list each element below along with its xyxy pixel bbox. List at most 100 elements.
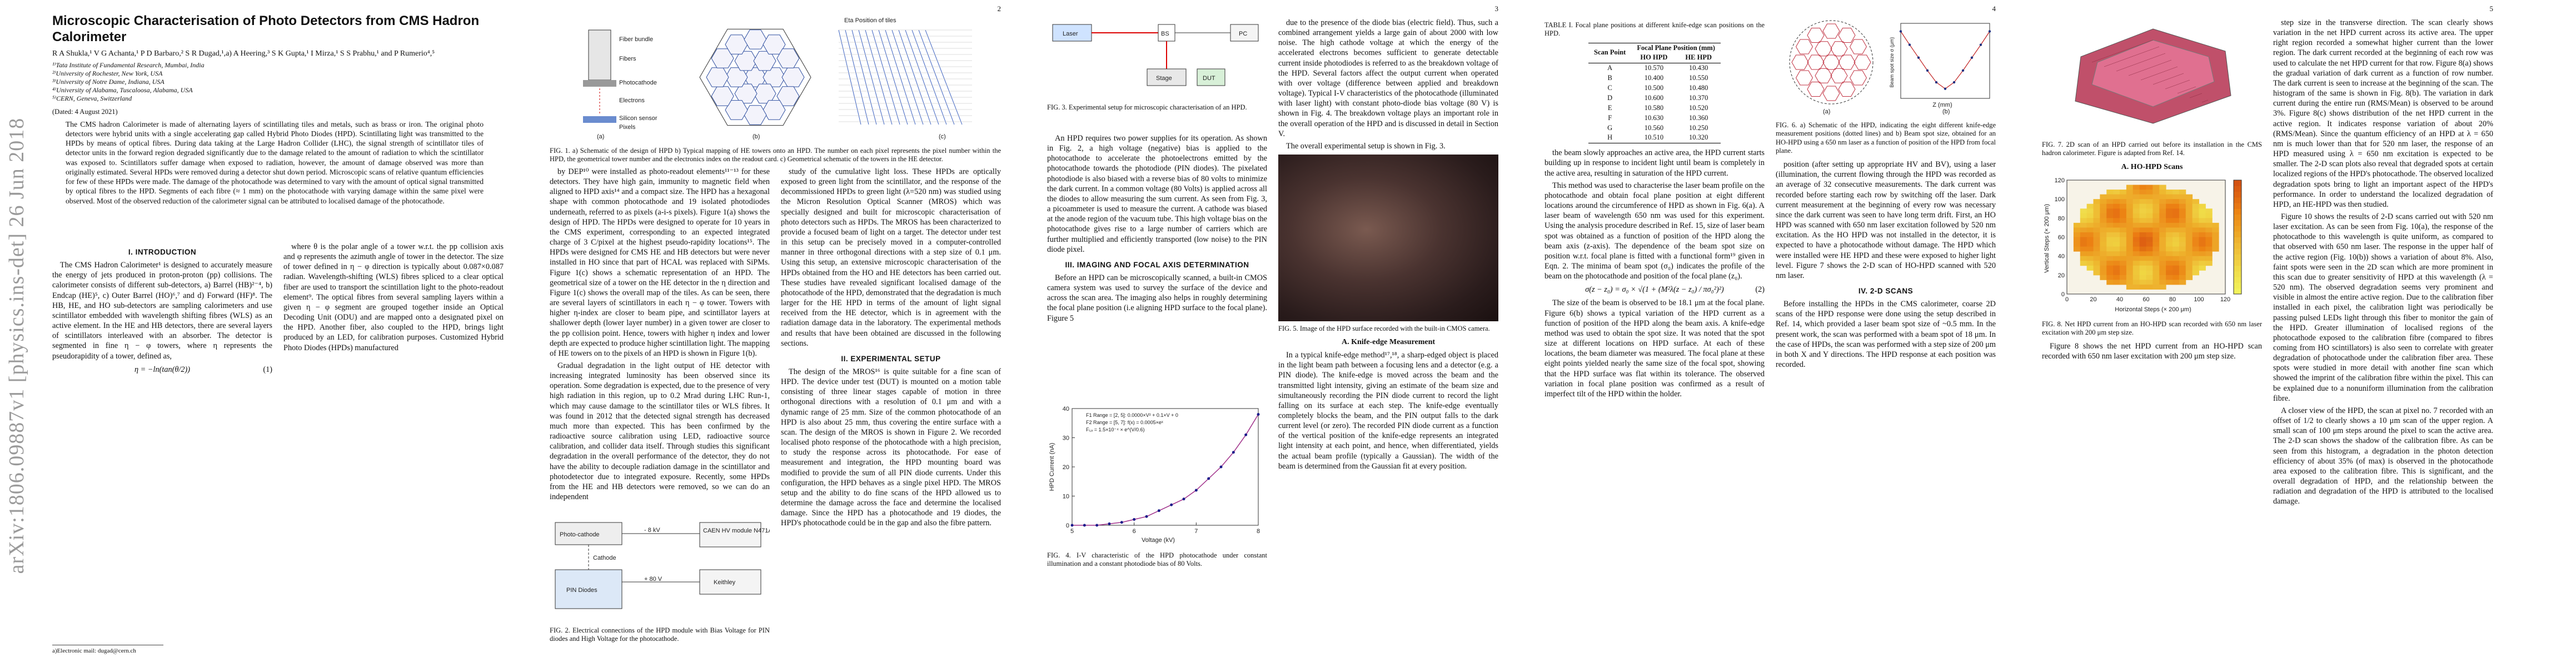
table-cell: 10.500 bbox=[1644, 84, 1664, 92]
heatmap-cell bbox=[2159, 251, 2166, 257]
mesh-line bbox=[2091, 39, 2154, 63]
heatmap-cell bbox=[2113, 218, 2120, 223]
page-5: 5 FIG. 7. 2D scan of an HPD carried out … bbox=[2023, 0, 2512, 667]
heatmap-cell bbox=[2132, 190, 2140, 195]
heatmap-cell bbox=[2205, 247, 2213, 252]
heatmap-cell bbox=[2166, 251, 2173, 257]
heatmap-cell bbox=[2166, 199, 2173, 205]
pixel-cell bbox=[711, 86, 734, 106]
heatmap-cell bbox=[2100, 208, 2107, 214]
heatmap-cell bbox=[2106, 223, 2114, 228]
paragraph: where θ is the polar angle of a tower w.… bbox=[283, 242, 504, 352]
equation-number: (2) bbox=[1755, 285, 1765, 295]
beam-splitter bbox=[1158, 24, 1175, 42]
table-row: H 10.510 10.320 bbox=[1588, 133, 1721, 144]
heatmap-cell bbox=[2080, 232, 2087, 238]
y-tick-label: 40 bbox=[2058, 253, 2065, 260]
column-right: where θ is the polar angle of a tower w.… bbox=[283, 242, 504, 355]
heatmap-cell bbox=[2185, 199, 2193, 205]
legend-entry: Fᵢ,ᵥ = 1.5×10⁻⁴ × e^(V/0.6) bbox=[1086, 427, 1144, 432]
table-row: D 10.600 10.370 bbox=[1588, 93, 1721, 103]
colorbar-cell bbox=[2234, 243, 2241, 249]
heatmap-cell bbox=[2199, 251, 2206, 257]
heatmap-cell bbox=[2132, 270, 2140, 276]
heatmap-cell bbox=[2086, 213, 2094, 219]
heatmap-cell bbox=[2192, 270, 2199, 276]
section-heading: III. IMAGING AND FOCAL AXIS DETERMINATIO… bbox=[1065, 260, 1249, 269]
table-cell: 10.630 bbox=[1644, 113, 1664, 122]
plot-frame bbox=[1900, 23, 1990, 99]
table-header: Focal Plane Position (mm) bbox=[1631, 42, 1721, 53]
data-point bbox=[1979, 43, 1982, 46]
heatmap-cell bbox=[2086, 242, 2094, 247]
heatmap-cell bbox=[2205, 261, 2213, 266]
table-cell: 10.600 bbox=[1644, 93, 1664, 102]
pixel-cell bbox=[1838, 54, 1856, 70]
figure-2-svg: Photo-cathode - 8 kV CAEN HV module N471… bbox=[555, 522, 773, 609]
heatmap-cell bbox=[2106, 232, 2114, 238]
tower-boundary bbox=[898, 29, 931, 125]
pixel-cell bbox=[1815, 41, 1832, 57]
heatmap-cell bbox=[2120, 237, 2127, 242]
figure-6-caption: FIG. 6. a) Schematic of the HPD, indicat… bbox=[1776, 121, 1996, 155]
author-list: R A Shukla,¹ V G Achanta,¹ P D Barbaro,²… bbox=[52, 49, 435, 58]
column-left: FIG. 7. 2D scan of an HPD carried out be… bbox=[2042, 18, 2262, 364]
figure-3: Laser BS Stage DUT PC FIG. 3. Experiment… bbox=[1047, 13, 1267, 116]
figure-2-caption: FIG. 2. Electrical connections of the HP… bbox=[550, 626, 770, 643]
heatmap-cell bbox=[2173, 227, 2180, 233]
heatmap-cell bbox=[2166, 208, 2173, 214]
table-cell: C bbox=[1607, 84, 1612, 92]
data-point bbox=[1961, 69, 1965, 72]
heatmap-cell bbox=[2139, 280, 2146, 285]
heatmap-cell bbox=[2126, 204, 2134, 210]
heatmap-cell bbox=[2139, 213, 2146, 219]
heatmap-cell bbox=[2179, 223, 2186, 228]
x-tick-label: 40 bbox=[2116, 296, 2123, 303]
heatmap-cell bbox=[2173, 247, 2180, 252]
heatmap-cell bbox=[2113, 237, 2120, 242]
colorbar-cell bbox=[2234, 208, 2241, 215]
pixel-cell bbox=[725, 34, 748, 54]
heatmap-cell bbox=[2086, 256, 2094, 262]
hpd-pixel-map bbox=[699, 28, 811, 126]
heatmap-cell bbox=[2205, 223, 2213, 228]
heatmap-cell bbox=[2120, 195, 2127, 200]
data-point bbox=[1219, 465, 1223, 469]
heatmap-cell bbox=[2159, 190, 2166, 195]
figure-4: 5 6 7 8 0 10 20 30 40 Voltage (kV) HPD Current (… bbox=[1047, 400, 1267, 573]
pixel-cell bbox=[725, 100, 748, 120]
heatmap-cell bbox=[2093, 199, 2100, 205]
heatmap-cell bbox=[2120, 208, 2127, 214]
heatmap-cell bbox=[2106, 275, 2114, 281]
heatmap-cell bbox=[2166, 190, 2173, 195]
paragraph: step size in the transverse direction. T… bbox=[2273, 18, 2493, 209]
colorbar-cell bbox=[2234, 282, 2241, 289]
table-cell: 10.550 bbox=[1689, 74, 1708, 82]
heatmap-cell bbox=[2166, 266, 2173, 271]
x-axis-label: Horizontal Steps (× 200 μm) bbox=[2115, 306, 2191, 313]
heatmap-cell bbox=[2100, 270, 2107, 276]
data-point bbox=[1244, 433, 1248, 436]
heatmap-cell bbox=[2139, 204, 2146, 210]
heatmap-cell bbox=[2113, 275, 2120, 281]
heatmap-cell bbox=[2192, 237, 2199, 242]
figure-1-svg: Fiber bundle Fibers Photocathode Electro… bbox=[583, 17, 972, 140]
heatmap-cell bbox=[2166, 232, 2173, 238]
table-cell: 10.580 bbox=[1644, 103, 1664, 112]
heatmap-cell bbox=[2113, 247, 2120, 252]
equation-body: η = −ln(tan(θ/2)) bbox=[134, 365, 191, 374]
scan-circle bbox=[1789, 20, 1874, 104]
heatmap-cell bbox=[2086, 251, 2094, 257]
heatmap-cell bbox=[2120, 261, 2127, 266]
heatmap-cell bbox=[2185, 223, 2193, 228]
heatmap-cell bbox=[2212, 227, 2219, 233]
table-row: B 10.400 10.550 bbox=[1588, 73, 1721, 83]
heatmap-cell bbox=[2166, 227, 2173, 233]
colorbar-cell bbox=[2234, 197, 2241, 203]
affiliation: ²⁾University of Rochester, New York, USA bbox=[52, 69, 163, 77]
heatmap-cell bbox=[2126, 266, 2134, 271]
heatmap-cell bbox=[2100, 261, 2107, 266]
heatmap-cell bbox=[2192, 242, 2199, 247]
tower-boundary bbox=[865, 29, 893, 125]
hpd-3d-surface-top bbox=[2091, 39, 2215, 107]
